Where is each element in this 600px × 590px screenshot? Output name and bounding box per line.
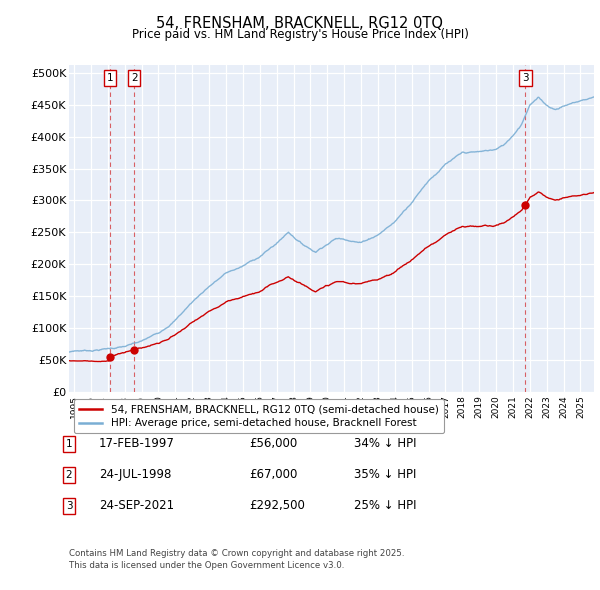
Text: 35% ↓ HPI: 35% ↓ HPI	[354, 468, 416, 481]
Text: 54, FRENSHAM, BRACKNELL, RG12 0TQ: 54, FRENSHAM, BRACKNELL, RG12 0TQ	[157, 16, 443, 31]
Text: £56,000: £56,000	[249, 437, 297, 450]
Text: Contains HM Land Registry data © Crown copyright and database right 2025.
This d: Contains HM Land Registry data © Crown c…	[69, 549, 404, 570]
Text: 2: 2	[65, 470, 73, 480]
Text: 1: 1	[65, 439, 73, 448]
Legend: 54, FRENSHAM, BRACKNELL, RG12 0TQ (semi-detached house), HPI: Average price, sem: 54, FRENSHAM, BRACKNELL, RG12 0TQ (semi-…	[74, 399, 444, 434]
Text: 24-JUL-1998: 24-JUL-1998	[99, 468, 172, 481]
Text: 17-FEB-1997: 17-FEB-1997	[99, 437, 175, 450]
Text: 1: 1	[107, 73, 113, 83]
Text: Price paid vs. HM Land Registry's House Price Index (HPI): Price paid vs. HM Land Registry's House …	[131, 28, 469, 41]
Text: 24-SEP-2021: 24-SEP-2021	[99, 499, 174, 512]
Text: £292,500: £292,500	[249, 499, 305, 512]
Text: 3: 3	[65, 501, 73, 510]
Text: 25% ↓ HPI: 25% ↓ HPI	[354, 499, 416, 512]
Text: £67,000: £67,000	[249, 468, 298, 481]
Text: 3: 3	[522, 73, 529, 83]
Text: 2: 2	[131, 73, 137, 83]
Text: 34% ↓ HPI: 34% ↓ HPI	[354, 437, 416, 450]
